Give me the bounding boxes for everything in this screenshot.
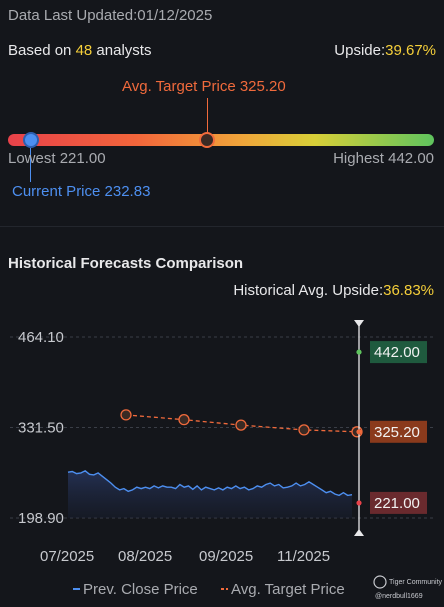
crosshair-top-marker	[354, 320, 364, 327]
upside-value: 39.67%	[385, 42, 436, 59]
flag-label: 325.20	[374, 424, 420, 441]
avg-target-point	[120, 409, 132, 421]
current-price-label: Current Price 232.83	[12, 183, 151, 200]
analyst-prefix: Based on	[8, 42, 76, 59]
avg-target-label: Avg. Target Price 325.20	[122, 78, 286, 95]
avg-target-marker	[199, 132, 215, 148]
flag-label: 221.00	[374, 495, 420, 512]
x-tick-label: 09/2025	[199, 548, 253, 565]
upside-label: Upside:	[334, 42, 386, 59]
avg-target-point	[178, 414, 190, 426]
legend-prev-close[interactable]: Prev. Close Price	[83, 581, 198, 598]
analyst-suffix: analysts	[92, 42, 152, 59]
flag-dot	[356, 500, 362, 506]
current-price-marker	[23, 132, 39, 148]
flag-dot	[356, 349, 362, 355]
prev-close-area	[68, 470, 352, 518]
current-price-connector	[30, 148, 31, 182]
analyst-number: 48	[75, 42, 93, 59]
analyst-count: Based on 48 analysts	[8, 42, 151, 59]
x-tick-label: 08/2025	[118, 548, 172, 565]
last-updated-value: 01/12/2025	[137, 7, 213, 24]
watermark-line2: @nerdbull1669	[375, 593, 423, 600]
x-tick-label: 07/2025	[40, 548, 94, 565]
flag-label: 442.00	[374, 344, 420, 361]
last-updated: Data Last Updated:01/12/2025	[8, 7, 212, 24]
avg-target-connector	[207, 98, 208, 134]
x-tick-label: 11/2025	[277, 548, 330, 565]
crosshair-bottom-marker	[354, 529, 364, 536]
watermark-line1: Tiger Community	[389, 579, 443, 586]
tiger-logo-icon	[373, 575, 387, 589]
legend-avg-target[interactable]: Avg. Target Price	[231, 581, 345, 598]
highest-label: Highest 442.00	[333, 150, 434, 167]
last-updated-label: Data Last Updated:	[8, 7, 138, 24]
y-tick-label: 464.10	[18, 329, 64, 346]
flag-dot	[356, 429, 362, 435]
avg-target-point	[298, 424, 310, 436]
section-divider	[0, 226, 444, 227]
historical-title: Historical Forecasts Comparison	[8, 255, 244, 272]
y-tick-label: 198.90	[18, 510, 64, 527]
flag-box	[370, 420, 427, 443]
historical-upside: Historical Avg. Upside:36.83%	[233, 282, 434, 299]
historical-upside-label: Historical Avg. Upside:	[233, 282, 384, 299]
lowest-label: Lowest 221.00	[8, 150, 106, 167]
flag-box	[370, 341, 427, 364]
prev-close-line	[67, 469, 353, 497]
avg-target-point	[235, 419, 247, 431]
upside: Upside:39.67%	[334, 42, 436, 59]
flag-box	[370, 491, 427, 514]
historical-upside-value: 36.83%	[383, 282, 434, 299]
historical-chart: 464.10 331.50 198.90 442.00 325.20 221.00 07…	[10, 320, 443, 600]
target-range-bar	[8, 134, 434, 146]
y-tick-label: 331.50	[18, 420, 64, 437]
